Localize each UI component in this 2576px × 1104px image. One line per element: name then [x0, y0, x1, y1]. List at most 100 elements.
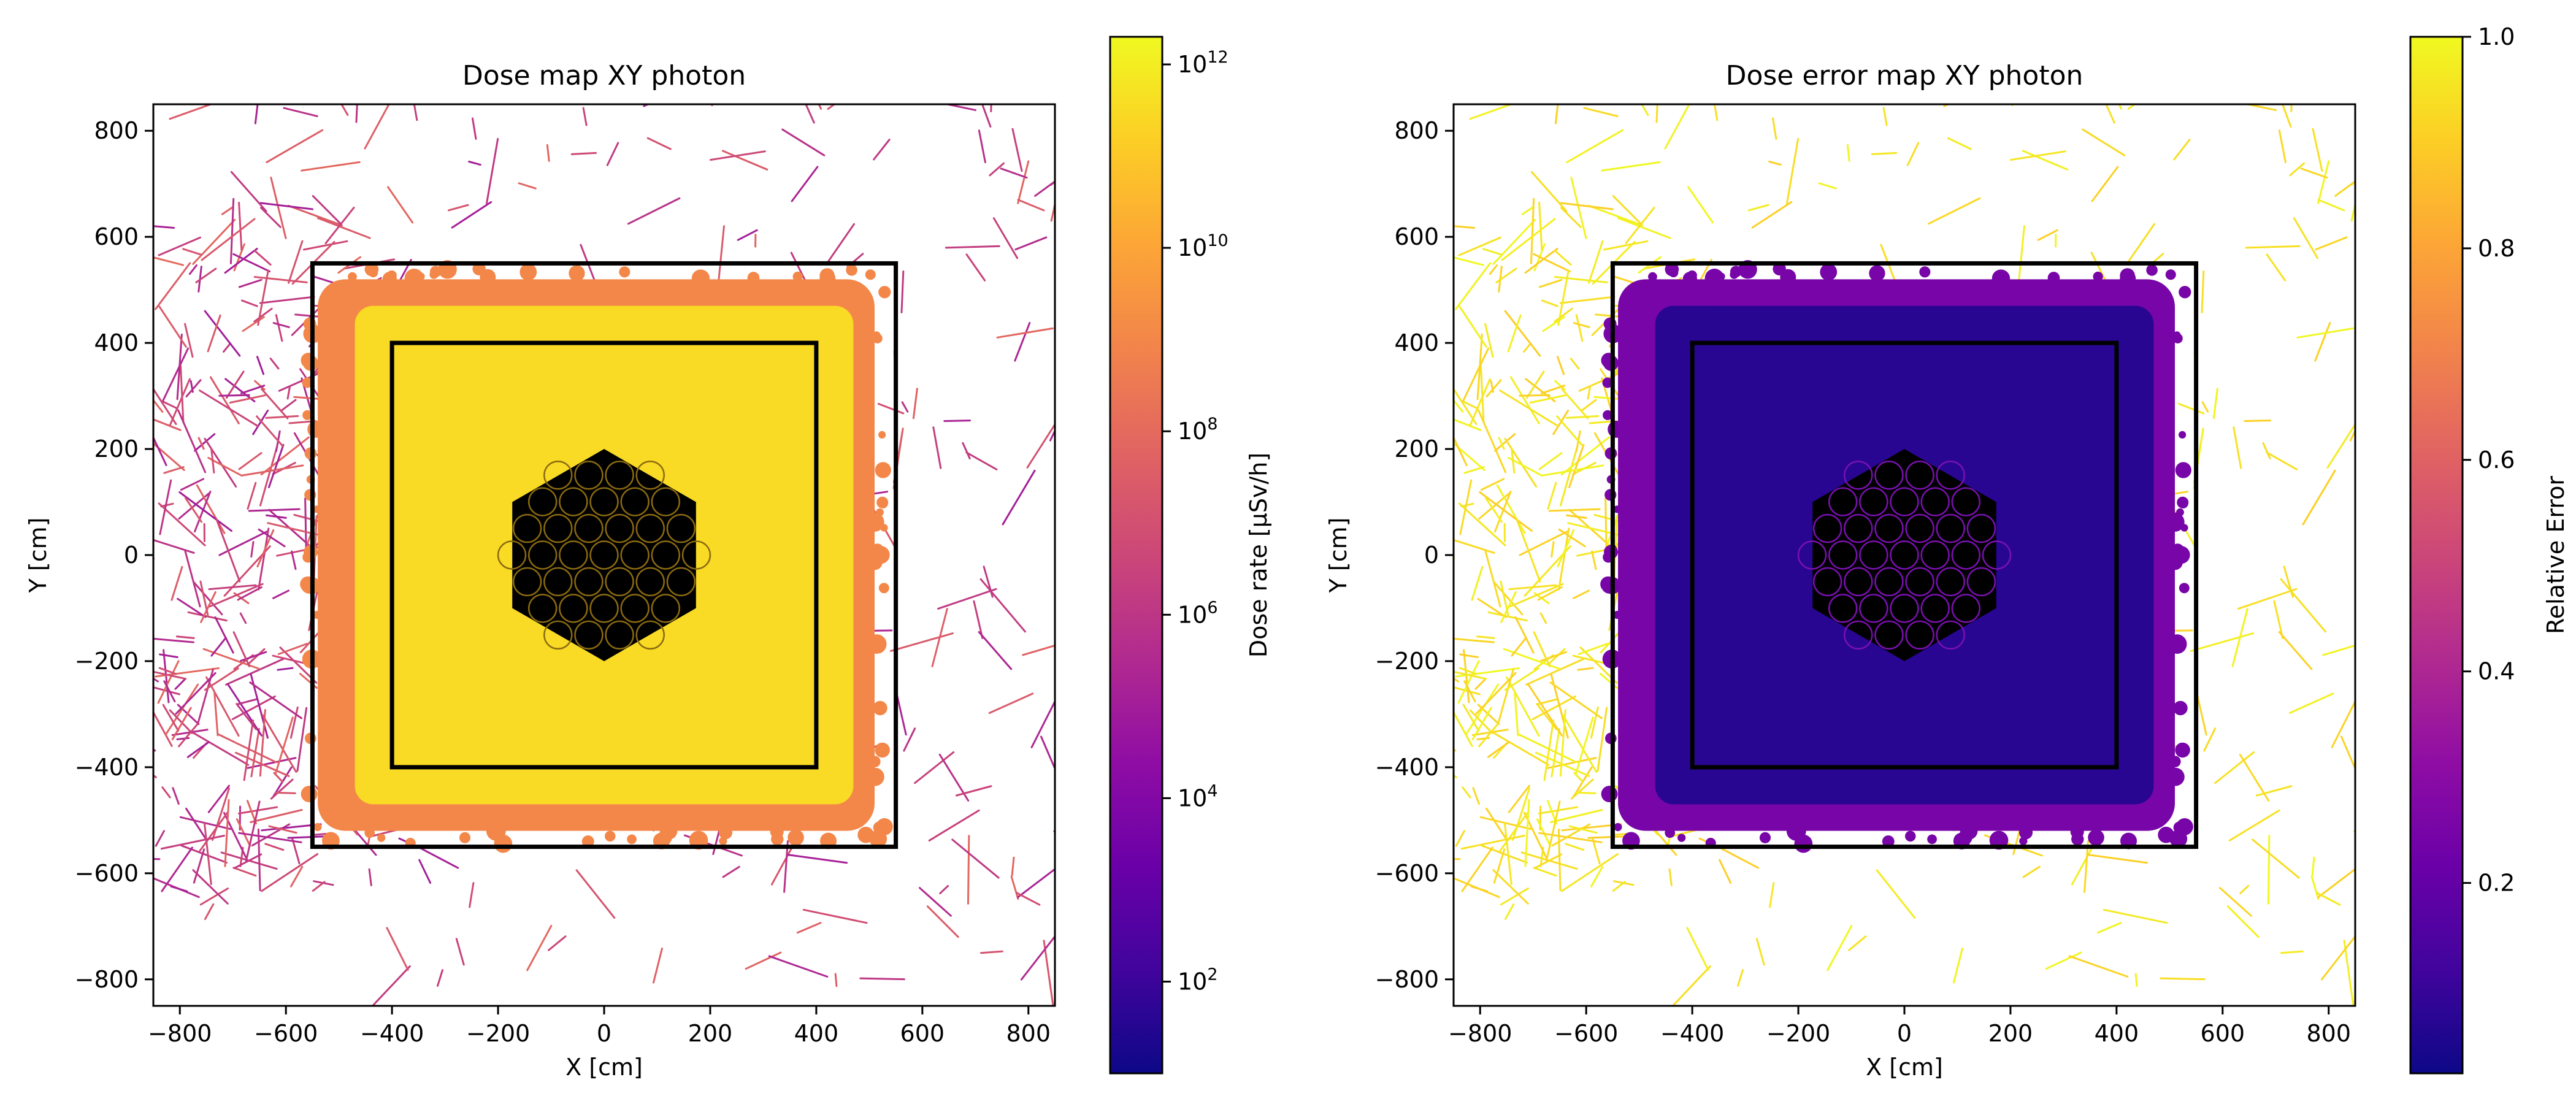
streak-mark — [1561, 388, 1589, 420]
streak-mark — [258, 527, 270, 591]
streak-mark — [1554, 275, 1608, 283]
streak-mark — [254, 104, 259, 125]
streak-mark — [1882, 107, 1888, 126]
dose-error-map-y-ticks: −800 −600 −400 −200 0 200 400 600 800 — [1375, 117, 1454, 993]
streak-mark — [1461, 846, 1493, 892]
streak-mark — [1651, 826, 1677, 856]
x-tick-label: 0 — [597, 1020, 611, 1047]
streak-mark — [241, 299, 258, 307]
streak-mark — [1565, 843, 1585, 851]
streak-mark — [1524, 248, 1558, 274]
streak-mark — [1655, 104, 1658, 123]
fringe-speckle — [880, 524, 888, 532]
colorbar-tick-label: 102 — [1178, 965, 1218, 995]
streak-mark — [1493, 848, 1506, 884]
dose-error-map-colorbar-ticks: 0.2 0.4 0.6 0.8 1.0 — [2463, 23, 2515, 897]
streak-mark — [230, 171, 267, 212]
streak-mark — [1463, 466, 1485, 474]
streak-mark — [931, 608, 948, 667]
streak-mark — [2103, 908, 2168, 924]
x-tick-label: 200 — [688, 1020, 733, 1047]
streak-mark — [1487, 741, 1510, 758]
streak-mark — [267, 443, 285, 488]
streak-mark — [1533, 631, 1551, 667]
streak-mark — [171, 707, 192, 740]
streak-mark — [2353, 830, 2355, 832]
streak-mark — [159, 653, 178, 658]
streak-mark — [1587, 204, 1644, 226]
y-tick-label: 0 — [124, 542, 139, 569]
streak-mark — [1818, 182, 1837, 190]
streak-mark — [1537, 586, 1563, 601]
streak-mark — [1459, 667, 1478, 675]
streak-mark — [2314, 321, 2331, 362]
streak-mark — [646, 137, 672, 150]
streak-mark — [172, 787, 180, 805]
streak-mark — [175, 672, 217, 715]
colorbar-tick-label: 106 — [1178, 598, 1218, 628]
streak-mark — [1494, 433, 1516, 452]
streak-mark — [239, 612, 247, 624]
streak-mark — [1477, 597, 1507, 618]
assembly-circle — [512, 567, 542, 597]
fringe-speckle — [875, 702, 883, 710]
streak-mark — [965, 451, 998, 470]
x-tick-label: 400 — [794, 1020, 839, 1047]
streak-mark — [1529, 394, 1566, 404]
streak-mark — [1554, 307, 1573, 323]
fringe-speckle — [313, 822, 322, 832]
streak-mark — [274, 716, 294, 776]
streak-mark — [296, 707, 308, 772]
streak-mark — [652, 948, 663, 984]
assembly-circle — [1812, 513, 1842, 543]
streak-mark — [1011, 128, 1023, 172]
streak-mark — [2293, 217, 2319, 259]
assembly-circle — [651, 540, 681, 570]
streak-mark — [286, 385, 291, 400]
streak-mark — [1668, 868, 1673, 886]
assembly-circle — [1951, 540, 1981, 570]
streak-mark — [229, 197, 235, 264]
streak-mark — [231, 695, 276, 721]
streak-mark — [190, 730, 250, 766]
streak-mark — [225, 657, 285, 686]
streak-mark — [1498, 437, 1505, 450]
y-tick-label: −800 — [75, 966, 139, 993]
assembly-circle — [1812, 567, 1842, 597]
streak-mark — [791, 166, 819, 202]
streak-mark — [270, 778, 294, 800]
streak-mark — [1454, 539, 1495, 554]
streak-mark — [2237, 588, 2298, 610]
streak-mark — [277, 667, 294, 671]
streak-mark — [2045, 951, 2082, 970]
streak-mark — [283, 107, 318, 117]
dose-error-map-colorbar-label: Relative Error — [2542, 476, 2569, 634]
streak-mark — [184, 323, 194, 358]
streak-mark — [207, 784, 230, 813]
streak-mark — [178, 723, 199, 748]
assembly-circle — [620, 487, 650, 516]
streak-mark — [903, 727, 916, 752]
streak-mark — [184, 497, 203, 523]
streak-mark — [256, 356, 265, 375]
streak-mark — [200, 591, 217, 623]
streak-mark — [1459, 305, 1487, 348]
y-tick-label: 600 — [94, 223, 139, 250]
streak-mark — [177, 597, 207, 618]
colorbar-tick-label: 0.4 — [2478, 658, 2515, 685]
streak-mark — [1459, 479, 1473, 535]
fringe-speckle — [2018, 826, 2033, 840]
streak-mark — [1871, 151, 1898, 155]
streak-mark — [1043, 940, 1054, 1006]
streak-mark — [2311, 856, 2315, 876]
streak-mark — [226, 683, 263, 737]
streak-mark — [302, 240, 348, 251]
fringe-speckle — [2169, 756, 2181, 767]
streak-mark — [153, 225, 175, 229]
streak-mark — [238, 201, 243, 251]
fringe-speckle — [2175, 742, 2190, 758]
streak-mark — [1462, 347, 1490, 402]
streak-mark — [387, 186, 414, 224]
assembly-circle — [512, 513, 542, 543]
streak-mark — [1499, 389, 1559, 427]
